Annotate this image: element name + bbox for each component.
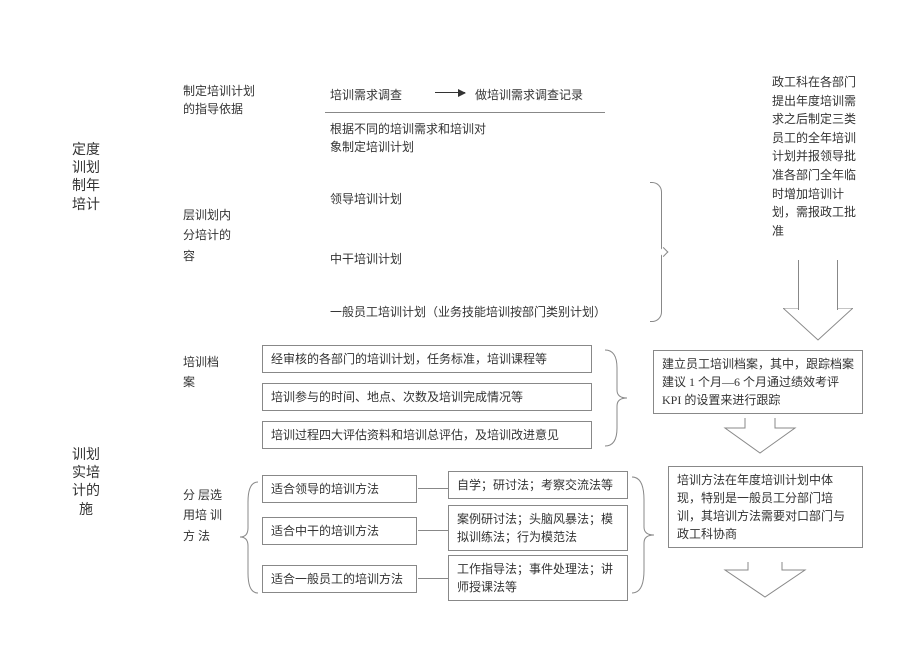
mid-plan-label: 中干培训计划 — [330, 250, 402, 268]
arrow-icon — [435, 92, 465, 100]
section2-vlabel: 训划实培计的施 — [70, 447, 102, 520]
archive-item-1: 经审核的各部门的培训计划，任务标准，培训课程等 — [262, 345, 592, 373]
survey-record-label: 做培训需求调查记录 — [475, 86, 583, 104]
connector — [418, 488, 448, 489]
brace-icon — [632, 475, 657, 599]
divider — [325, 112, 605, 113]
section1-note: 政工科在各部门提出年度培训需求之后制定三类员工的全年培训计划并报领导批准各部门全… — [772, 73, 867, 240]
method-desc-2: 案例研讨法；头脑风暴法；模拟训练法；行为模范法 — [448, 505, 628, 551]
wide-arrow-icon — [783, 260, 853, 340]
leader-plan-label: 领导培训计划 — [330, 190, 402, 208]
archive-item-2: 培训参与的时间、地点、次数及培训完成情况等 — [262, 383, 592, 411]
brace-icon — [650, 182, 662, 322]
wide-arrow-icon — [720, 418, 800, 462]
archive-label: 培训档案 — [183, 352, 223, 393]
method-desc-1: 自学；研讨法；考察交流法等 — [448, 471, 628, 499]
archive-note: 建立员工培训档案，其中，跟踪档案建议 1 个月—6 个月通过绩效考评 KPI 的… — [653, 350, 863, 414]
connector — [418, 530, 448, 531]
method-item-1: 适合领导的培训方法 — [262, 475, 417, 503]
section1-vlabel: 定度训划制年培计 — [70, 142, 102, 215]
method-label: 分 层选 用培 训方 法 — [183, 485, 233, 546]
general-plan-label: 一般员工培训计划（业务技能培训按部门类别计划） — [330, 303, 606, 321]
brace-icon — [605, 348, 630, 452]
brace-left-icon — [240, 480, 260, 599]
method-item-2: 适合中干的培训方法 — [262, 517, 417, 545]
survey-label: 培训需求调查 — [330, 86, 402, 104]
sub-category-label: 层训划内分培计的容 — [183, 205, 233, 266]
basis-label: 根据不同的培训需求和培训对象制定培训计划 — [330, 120, 490, 156]
archive-item-3: 培训过程四大评估资料和培训总评估，及培训改进意见 — [262, 421, 592, 449]
method-desc-3: 工作指导法；事件处理法；讲师授课法等 — [448, 555, 628, 601]
connector — [418, 578, 448, 579]
method-note: 培训方法在年度培训计划中体现，特别是一般员工分部门培训，其培训方法需要对口部门与… — [668, 466, 863, 548]
guide-label: 制定培训计划的指导依据 — [183, 82, 263, 118]
wide-arrow-icon — [720, 562, 810, 606]
method-item-3: 适合一般员工的培训方法 — [262, 565, 417, 593]
